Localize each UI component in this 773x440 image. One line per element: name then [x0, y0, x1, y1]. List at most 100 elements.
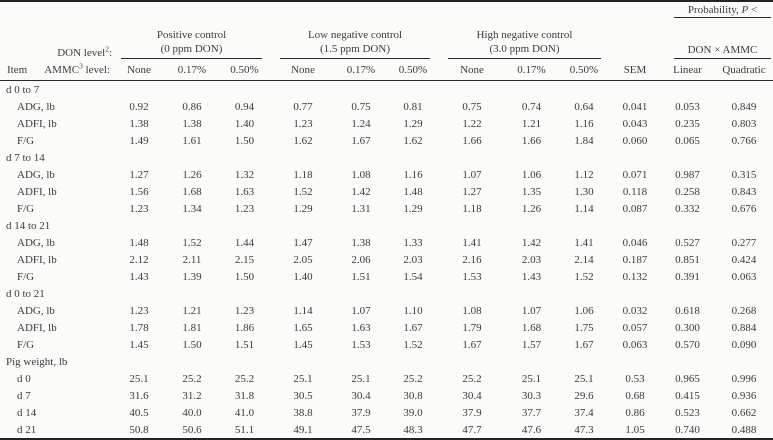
value-cell: 25.2 [234, 372, 255, 385]
table-header: Probability, P < DON level2: Positive co… [0, 1, 773, 81]
value-cell: 0.86 [625, 406, 645, 419]
value-cell: 0.92 [129, 100, 149, 113]
value-cell: 1.78 [129, 321, 149, 334]
value-cell: 1.16 [403, 168, 423, 181]
table-row: d 7 31.6 31.2 31.8 30.5 30.4 30.8 30.4 30.3 29.6 0… [0, 387, 773, 404]
value-cell: 1.23 [129, 202, 149, 215]
value-cell: 1.40 [234, 117, 255, 130]
table-row: ADG, lb 1.23 1.21 1.23 1.14 1.07 1.10 1.08 1.07 1… [0, 302, 773, 319]
probability-spanner-row: Probability, P < [0, 1, 773, 18]
value-cell: 2.03 [521, 253, 542, 266]
section-row: d 0 to 7 [0, 81, 773, 99]
value-cell: 0.94 [234, 100, 255, 113]
section-row: d 14 to 21 [0, 217, 773, 234]
value-cell: 1.48 [129, 236, 149, 249]
section-row: d 0 to 21 [0, 285, 773, 302]
don-level-label: DON level2: [57, 44, 112, 59]
value-cell: 1.43 [521, 270, 542, 283]
value-cell: 1.23 [234, 304, 255, 317]
value-cell: 0.424 [731, 253, 757, 266]
value-cell: 37.4 [574, 406, 594, 419]
value-cell: 1.52 [403, 338, 423, 351]
table-row: ADFI, lb 2.12 2.11 2.15 2.05 2.06 2.03 2.16 2.03… [0, 251, 773, 268]
row-label: ADFI, lb [17, 321, 57, 334]
section-row: d 7 to 14 [0, 149, 773, 166]
value-cell: 0.851 [675, 253, 700, 266]
value-cell: 49.1 [293, 423, 313, 436]
table-row: F/G 1.49 1.61 1.50 1.62 1.67 1.62 1.66 1.66 1.84 0… [0, 132, 773, 149]
value-cell: 1.21 [182, 304, 202, 317]
value-cell: 1.53 [462, 270, 482, 283]
value-cell: 1.24 [351, 117, 371, 130]
value-cell: 38.8 [293, 406, 313, 419]
value-cell: 1.50 [234, 270, 255, 283]
table-row: F/G 1.23 1.34 1.23 1.29 1.31 1.29 1.18 1.26 1.14 0… [0, 200, 773, 217]
value-cell: 1.67 [403, 321, 423, 334]
section-row: Pig weight, lb [0, 353, 773, 370]
col-header-017: 0.17% [335, 59, 387, 81]
value-cell: 1.38 [129, 117, 149, 130]
probability-label: Probability, P < [674, 2, 772, 18]
value-cell: 1.79 [462, 321, 482, 334]
value-cell: 1.08 [462, 304, 482, 317]
value-cell: 1.86 [234, 321, 255, 334]
value-cell: 1.06 [521, 168, 542, 181]
group-spanner-row: DON level2: Positive control (0 ppm DON)… [0, 18, 773, 59]
value-cell: 1.21 [521, 117, 542, 130]
value-cell: 0.676 [731, 202, 757, 215]
value-cell: 47.6 [521, 423, 542, 436]
low-negative-control-label: Low negative control (1.5 ppm DON) [280, 29, 430, 59]
row-label: F/G [17, 270, 35, 283]
value-cell: 1.56 [129, 185, 149, 198]
value-cell: 0.065 [675, 134, 700, 147]
value-cell: 1.49 [129, 134, 149, 147]
value-cell: 0.843 [731, 185, 757, 198]
value-cell: 2.05 [293, 253, 313, 266]
value-cell: 1.68 [521, 321, 542, 334]
table-row: ADFI, lb 1.38 1.38 1.40 1.23 1.24 1.29 1.22 1.21… [0, 115, 773, 132]
high-negative-control-header-cell: High negative control (3.0 ppm DON) [439, 18, 610, 59]
value-cell: 25.2 [182, 372, 202, 385]
value-cell: 1.81 [182, 321, 202, 334]
value-cell: 1.07 [351, 304, 371, 317]
don-ammc-header-cell: DON × AMMC [660, 18, 773, 59]
row-label: ADG, lb [17, 168, 55, 181]
value-cell: 31.8 [234, 389, 255, 402]
value-cell: 50.8 [129, 423, 149, 436]
table-row: d 21 50.8 50.6 51.1 49.1 47.5 48.3 47.7 47.6 47.3… [0, 421, 773, 439]
value-cell: 29.6 [574, 389, 594, 402]
value-cell: 0.740 [675, 423, 700, 436]
spacer-cell [610, 18, 660, 59]
value-cell: 2.15 [234, 253, 255, 266]
value-cell: 1.14 [574, 202, 594, 215]
table-row: ADFI, lb 1.56 1.68 1.63 1.52 1.42 1.48 1.27 1.35… [0, 183, 773, 200]
value-cell: 1.61 [182, 134, 202, 147]
value-cell: 0.527 [675, 236, 700, 249]
value-cell: 1.62 [293, 134, 313, 147]
table-row: ADFI, lb 1.78 1.81 1.86 1.65 1.63 1.67 1.79 1.68… [0, 319, 773, 336]
value-cell: 0.53 [625, 372, 645, 385]
value-cell: 1.07 [521, 304, 542, 317]
value-cell: 0.032 [622, 304, 648, 317]
value-cell: 1.26 [521, 202, 542, 215]
value-cell: 41.0 [234, 406, 255, 419]
value-cell: 0.235 [675, 117, 700, 130]
value-cell: 1.44 [234, 236, 255, 249]
value-cell: 0.087 [622, 202, 648, 215]
value-cell: 1.40 [293, 270, 313, 283]
col-header-050: 0.50% [558, 59, 610, 81]
value-cell: 1.22 [462, 117, 482, 130]
value-cell: 1.29 [293, 202, 313, 215]
value-cell: 0.315 [731, 168, 757, 181]
row-label: d 0 [17, 372, 31, 385]
value-cell: 1.34 [182, 202, 202, 215]
value-cell: 40.5 [129, 406, 149, 419]
value-cell: 25.2 [462, 372, 482, 385]
positive-control-label: Positive control (0 ppm DON) [121, 29, 262, 59]
value-cell: 1.32 [234, 168, 255, 181]
col-header-017: 0.17% [166, 59, 218, 81]
value-cell: 0.884 [731, 321, 757, 334]
value-cell: 0.523 [675, 406, 700, 419]
value-cell: 0.64 [574, 100, 594, 113]
